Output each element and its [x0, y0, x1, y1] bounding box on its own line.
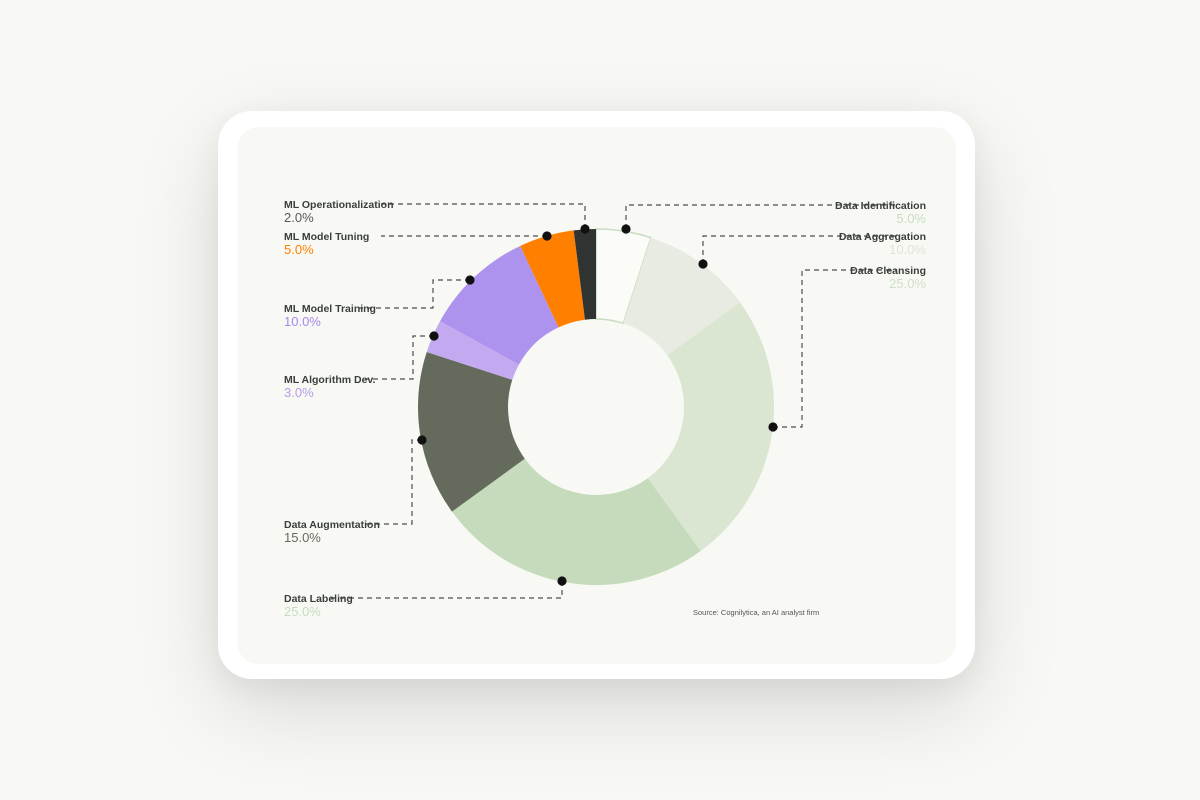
slice-pct-ml-model-training: 10.0% — [284, 314, 321, 329]
slice-ml-algorithm-dev — [426, 321, 519, 380]
marker-dot-ml-algorithm-dev — [429, 331, 439, 341]
slice-pct-ml-algorithm-dev: 3.0% — [284, 385, 314, 400]
marker-dot-ml-operationalization — [580, 224, 590, 234]
slice-pct-ml-operationalization: 2.0% — [284, 210, 314, 225]
slice-label-data-cleansing: Data Cleansing — [850, 265, 926, 277]
slice-label-ml-model-training: ML Model Training — [284, 303, 376, 315]
slice-pct-data-augmentation: 15.0% — [284, 530, 321, 545]
leader-line-ml-model-training — [359, 279, 470, 309]
source-note: Source: Cognilytica, an AI analyst firm — [693, 608, 819, 617]
marker-dot-data-cleansing — [768, 422, 778, 432]
leader-line-ml-operationalization — [381, 203, 586, 229]
slice-ml-model-tuning — [520, 230, 585, 328]
slice-label-data-aggregation: Data Aggregation — [839, 231, 926, 243]
leader-line-data-aggregation — [702, 235, 897, 264]
marker-dot-data-identification — [621, 224, 631, 234]
marker-dot-ml-model-tuning — [542, 231, 552, 241]
slice-label-data-identification: Data Identification — [835, 200, 926, 212]
slice-data-aggregation — [623, 237, 741, 356]
slice-label-data-labeling: Data Labeling — [284, 593, 353, 605]
leader-line-data-labeling — [329, 581, 563, 599]
slice-label-data-augmentation: Data Augmentation — [284, 519, 380, 531]
marker-dot-data-aggregation — [698, 259, 708, 269]
slice-ml-model-training — [440, 245, 559, 365]
marker-dot-data-labeling — [557, 576, 567, 586]
slice-label-ml-model-tuning: ML Model Tuning — [284, 231, 369, 243]
marker-dot-ml-model-training — [465, 275, 475, 285]
slice-data-augmentation — [418, 351, 525, 512]
slice-label-ml-algorithm-dev: ML Algorithm Dev. — [284, 374, 375, 386]
slice-pct-data-aggregation: 10.0% — [889, 242, 926, 257]
leader-line-ml-algorithm-dev — [365, 335, 434, 380]
slice-label-ml-operationalization: ML Operationalization — [284, 199, 393, 211]
card-frame: Data Identification 5.0% Data Aggregation 1… — [218, 111, 975, 679]
slice-data-labeling — [451, 458, 701, 585]
marker-dot-data-augmentation — [417, 435, 427, 445]
slice-pct-data-cleansing: 25.0% — [889, 276, 926, 291]
slice-ml-operationalization — [573, 229, 596, 320]
leader-line-data-augmentation — [365, 439, 422, 525]
slice-pct-ml-model-tuning: 5.0% — [284, 242, 314, 257]
leader-line-data-cleansing — [773, 269, 897, 428]
slice-data-cleansing — [647, 302, 774, 552]
slice-pct-data-identification: 5.0% — [896, 211, 926, 226]
chart-panel: Data Identification 5.0% Data Aggregation 1… — [237, 127, 956, 664]
slice-pct-data-labeling: 25.0% — [284, 604, 321, 619]
